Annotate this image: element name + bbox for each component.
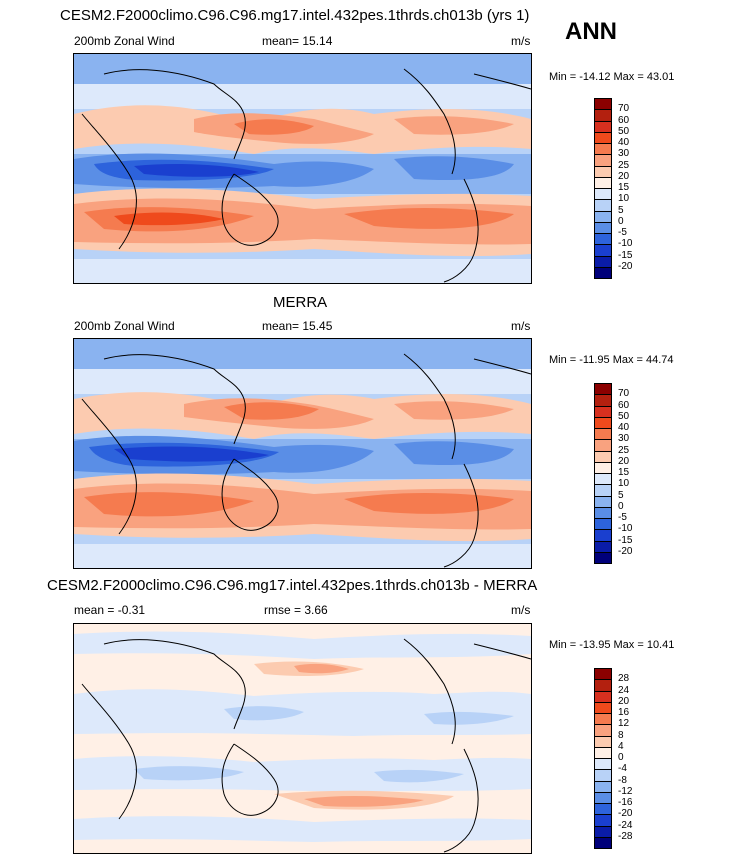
panel-2-mean-label: mean= 15.45 — [262, 319, 333, 333]
colorbar-level-label: 8 — [618, 729, 624, 741]
colorbar-level-label: -10 — [618, 238, 633, 250]
colorbar-level-label: -10 — [618, 523, 633, 535]
panel-2-colorbar: 70 60 50 40 30 25 20 15 10 5 0 -5 -10 -15 -20 — [594, 383, 654, 564]
panel-2-minmax: Min = -11.95 Max = 44.74 — [549, 354, 674, 366]
panel-3-map — [73, 623, 532, 854]
panel-1-minmax: Min = -14.12 Max = 43.01 — [549, 71, 675, 83]
colorbar-swatch — [594, 551, 612, 564]
panel-1-map — [73, 53, 532, 284]
panel-2-variable-label: 200mb Zonal Wind — [74, 319, 175, 333]
colorbar-level-label: 70 — [618, 388, 630, 400]
colorbar-level-label: 0 — [618, 500, 624, 512]
colorbar-level-label: 12 — [618, 718, 630, 730]
colorbar-level-label: 20 — [618, 170, 630, 182]
colorbar-level-label: -5 — [618, 227, 627, 238]
panel-1-mean-label: mean= 15.14 — [262, 34, 333, 48]
colorbar-level-label: 5 — [618, 204, 624, 216]
colorbar-level-label: -8 — [618, 774, 627, 786]
colorbar-level-label: -15 — [618, 534, 633, 546]
colorbar-level-label: -5 — [618, 512, 627, 523]
colorbar-level-label: 24 — [618, 684, 630, 696]
colorbar-level-label: 60 — [618, 399, 630, 411]
panel-3-mean-label: mean = -0.31 — [74, 603, 146, 617]
colorbar-level-label: 70 — [618, 103, 630, 115]
colorbar-level-label: -20 — [618, 808, 633, 820]
colorbar-level-label: -4 — [618, 763, 627, 775]
panel-3-units: m/s — [511, 603, 531, 617]
colorbar-level-label: 50 — [618, 410, 630, 422]
colorbar-level-label: 5 — [618, 489, 624, 501]
colorbar-level-label: 30 — [618, 148, 630, 160]
panel-3-minmax: Min = -13.95 Max = 10.41 — [549, 639, 675, 651]
colorbar-level-label: -28 — [618, 830, 633, 842]
panel-1-variable-label: 200mb Zonal Wind — [74, 34, 175, 48]
colorbar-level-label: 28 — [618, 673, 630, 685]
panel-2-map — [73, 338, 532, 569]
panel-3-title: CESM2.F2000climo.C96.C96.mg17.intel.432p… — [47, 577, 538, 594]
colorbar-level-label: 60 — [618, 114, 630, 126]
panel-2-units: m/s — [511, 319, 531, 333]
colorbar-level-label: 30 — [618, 433, 630, 445]
colorbar-level-label: 50 — [618, 125, 630, 137]
colorbar-swatch — [594, 836, 612, 849]
panel-2-title: MERRA — [273, 294, 328, 311]
colorbar-level-label: -20 — [618, 260, 633, 272]
colorbar-level-label: 20 — [618, 695, 630, 707]
panel-1-title: CESM2.F2000climo.C96.C96.mg17.intel.432p… — [60, 7, 530, 24]
panel-1-colorbar: 70 60 50 40 30 25 20 15 10 5 0 -5 -10 -15 -20 — [594, 98, 654, 279]
panel-3-contour-field — [74, 624, 531, 853]
colorbar-level-label: 16 — [618, 707, 630, 718]
colorbar-level-label: -20 — [618, 545, 633, 557]
colorbar-level-label: 40 — [618, 137, 630, 148]
colorbar-swatch — [594, 266, 612, 279]
colorbar-level-label: 10 — [618, 193, 630, 205]
colorbar-level-label: 25 — [618, 444, 630, 456]
colorbar-level-label: 10 — [618, 478, 630, 490]
colorbar-level-label: 4 — [618, 740, 624, 752]
colorbar-level-label: -16 — [618, 797, 633, 808]
colorbar-level-label: 25 — [618, 159, 630, 171]
panel-3-colorbar: 28 24 20 16 12 8 4 0 -4 -8 -12 -16 -20 -24 -28 — [594, 668, 654, 849]
panel-1-contour-field — [74, 54, 531, 283]
panel-3-rmse-label: rmse = 3.66 — [264, 603, 328, 617]
panel-2-contour-field — [74, 339, 531, 568]
season-label: ANN — [565, 18, 617, 45]
colorbar-level-label: -12 — [618, 785, 633, 797]
colorbar-level-label: 20 — [618, 455, 630, 467]
colorbar-level-label: 15 — [618, 182, 630, 193]
colorbar-level-label: 0 — [618, 215, 624, 227]
colorbar-level-label: 40 — [618, 422, 630, 433]
colorbar-level-label: 0 — [618, 752, 624, 763]
colorbar-level-label: -24 — [618, 819, 633, 831]
colorbar-level-label: -15 — [618, 249, 633, 261]
panel-1-units: m/s — [511, 34, 531, 48]
colorbar-level-label: 15 — [618, 467, 630, 478]
